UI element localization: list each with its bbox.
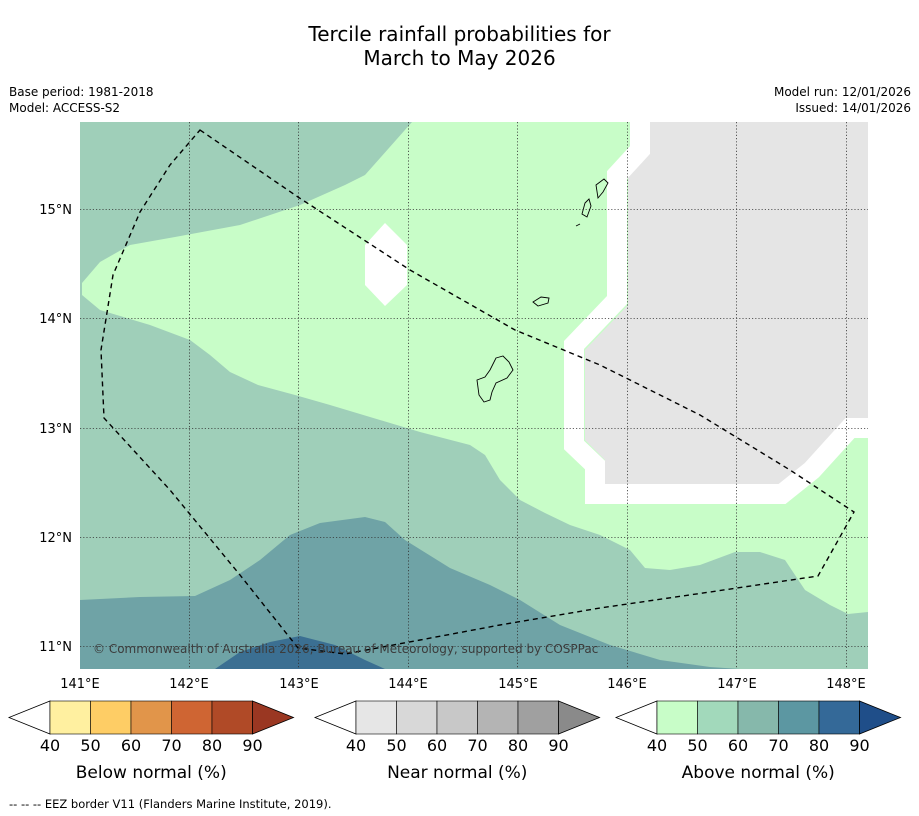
- blank-patch-west: [365, 223, 407, 306]
- colorbar-near-tick-50: 50: [386, 736, 406, 755]
- lon-label-146: 146°E: [607, 677, 647, 692]
- colorbar-below-segment-50: [90, 700, 132, 735]
- colorbar-above-tick-50: 50: [687, 736, 707, 755]
- lat-label-13: 13°N: [39, 422, 72, 437]
- lon-label-141: 141°E: [60, 677, 100, 692]
- island-tinian: [581, 198, 592, 218]
- colorbar-near-segment-60: [436, 700, 478, 735]
- colorbar-near: 40 50 60 70 80 90 Near normal (%): [313, 700, 601, 783]
- lat-label-14: 14°N: [39, 312, 72, 327]
- lat-label-11: 11°N: [39, 640, 72, 655]
- region-above-60: [80, 517, 740, 669]
- colorbars: 40 50 60 70 80 90 Below normal (%) 40 50 60 70 80 90…: [7, 700, 902, 783]
- island-guam: [476, 355, 514, 403]
- colorbar-below-tick-90: 90: [242, 736, 262, 755]
- lon-label-148: 148°E: [826, 677, 866, 692]
- colorbar-near-left-extend: [313, 700, 357, 735]
- map-title: Tercile rainfall probabilities for March…: [0, 22, 919, 70]
- colorbar-above-segment-40: [656, 700, 698, 735]
- colorbar-above-segment-70: [778, 700, 820, 735]
- probability-field: [80, 122, 868, 669]
- copyright-text: © Commonwealth of Australia 2026, Bureau…: [93, 642, 598, 656]
- colorbar-below-segment-70: [171, 700, 213, 735]
- island-saipan: [595, 178, 609, 200]
- region-near-40: [585, 122, 868, 485]
- blank-band-near: [564, 122, 868, 504]
- colorbar-below-tick-80: 80: [202, 736, 222, 755]
- colorbar-near-segment-80: [517, 700, 559, 735]
- colorbar-near-label: Near normal (%): [387, 763, 527, 783]
- colorbar-near-tick-90: 90: [548, 736, 568, 755]
- lon-label-144: 144°E: [388, 677, 428, 692]
- colorbar-near-tick-70: 70: [467, 736, 487, 755]
- base-period: Base period: 1981-2018: [9, 85, 154, 99]
- colorbar-above-segment-60: [737, 700, 779, 735]
- colorbar-near-segment-50: [396, 700, 438, 735]
- colorbar-above-tick-60: 60: [728, 736, 748, 755]
- region-above-70: [215, 636, 385, 669]
- gridlines: [80, 122, 868, 669]
- colorbar-above-tick-40: 40: [647, 736, 667, 755]
- issued-date: Issued: 14/01/2026: [795, 101, 911, 115]
- eez-border: [100, 129, 855, 655]
- eez-footnote: -- -- -- EEZ border V11 (Flanders Marine…: [9, 797, 332, 811]
- lon-label-147: 147°E: [717, 677, 757, 692]
- colorbar-above-label: Above normal (%): [682, 763, 835, 783]
- colorbar-below-tick-50: 50: [80, 736, 100, 755]
- metadata-right: Model run: 12/01/2026 Issued: 14/01/2026: [774, 84, 911, 116]
- island-aguijan: [575, 223, 581, 227]
- colorbar-near-right-extend: [558, 700, 601, 735]
- colorbar-below: 40 50 60 70 80 90 Below normal (%): [7, 700, 295, 783]
- lat-label-12: 12°N: [39, 531, 72, 546]
- colorbar-above-right-extend: [859, 700, 902, 735]
- colorbar-above-tick-80: 80: [809, 736, 829, 755]
- colorbar-above-segment-80: [818, 700, 860, 735]
- colorbar-below-segment-60: [130, 700, 172, 735]
- colorbar-above-segment-50: [697, 700, 739, 735]
- title-line-2: March to May 2026: [363, 46, 556, 70]
- lon-label-143: 143°E: [279, 677, 319, 692]
- colorbar-below-tick-60: 60: [121, 736, 141, 755]
- colorbar-below-right-extend: [252, 700, 295, 735]
- lon-label-142: 142°E: [169, 677, 209, 692]
- colorbar-below-label: Below normal (%): [76, 763, 227, 783]
- lat-tick-labels: 15°N 14°N 13°N 12°N 11°N: [39, 203, 72, 655]
- island-rota: [532, 296, 550, 307]
- title-line-1: Tercile rainfall probabilities for: [308, 22, 611, 46]
- colorbar-near-tick-80: 80: [508, 736, 528, 755]
- lon-label-145: 145°E: [498, 677, 538, 692]
- islands: [476, 178, 609, 403]
- metadata-left: Base period: 1981-2018 Model: ACCESS-S2: [9, 84, 154, 116]
- colorbar-below-tick-70: 70: [161, 736, 181, 755]
- colorbar-near-segment-40: [355, 700, 397, 735]
- colorbar-near-tick-60: 60: [427, 736, 447, 755]
- colorbar-above: 40 50 60 70 80 90 Above normal (%): [614, 700, 902, 783]
- lat-label-15: 15°N: [39, 203, 72, 218]
- colorbar-above-tick-90: 90: [849, 736, 869, 755]
- lon-tick-labels: 141°E 142°E 143°E 144°E 145°E 146°E 147°…: [60, 677, 866, 692]
- colorbar-near-segment-70: [477, 700, 519, 735]
- colorbar-above-tick-70: 70: [768, 736, 788, 755]
- colorbar-below-left-extend: [7, 700, 51, 735]
- colorbar-above-left-extend: [614, 700, 658, 735]
- colorbar-below-segment-40: [49, 700, 91, 735]
- model-name: Model: ACCESS-S2: [9, 101, 121, 115]
- model-run: Model run: 12/01/2026: [773, 85, 911, 99]
- colorbar-near-tick-40: 40: [346, 736, 366, 755]
- colorbar-below-segment-80: [211, 700, 253, 735]
- colorbar-below-tick-40: 40: [40, 736, 60, 755]
